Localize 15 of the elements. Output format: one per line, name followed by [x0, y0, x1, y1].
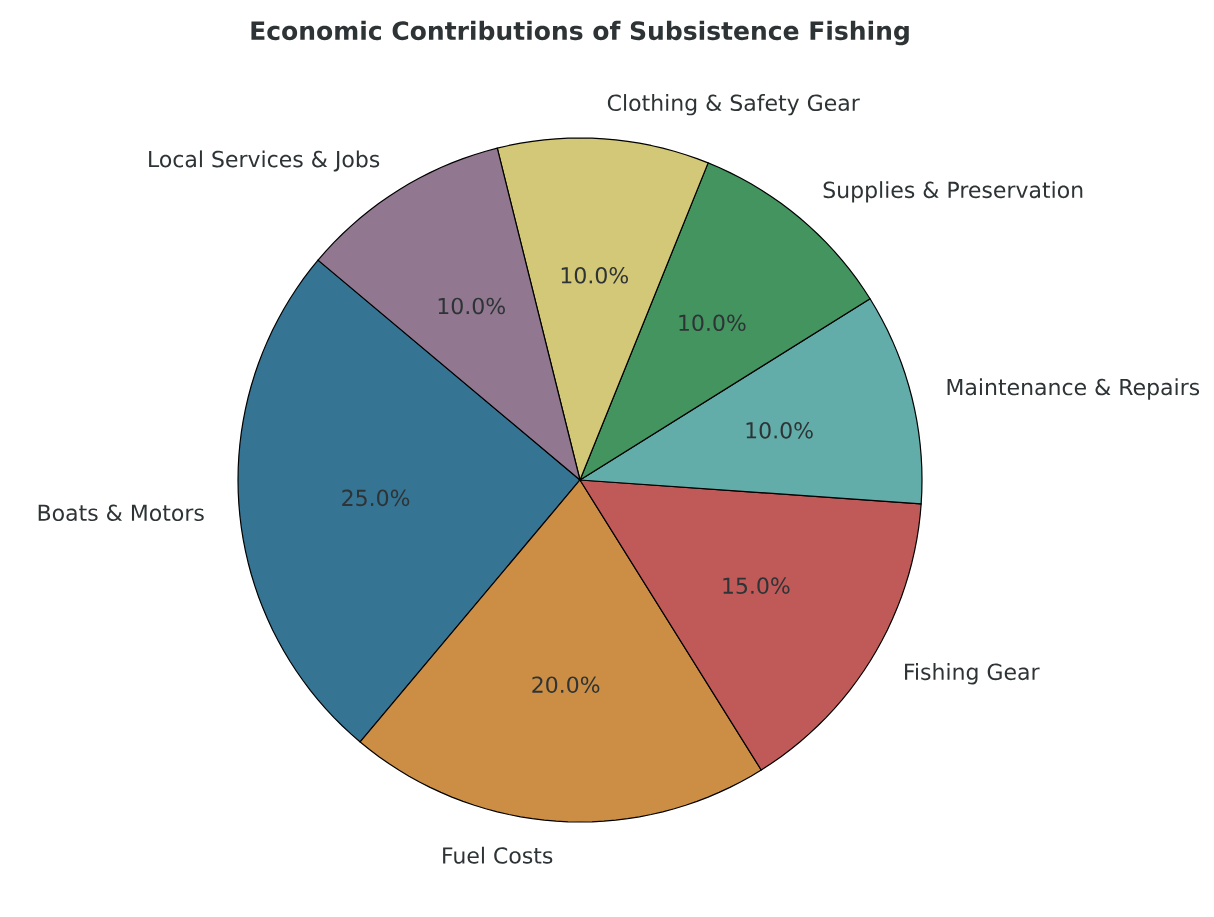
- slice-label: Maintenance & Repairs: [947, 378, 1200, 400]
- slice-label: Boats & Motors: [38, 504, 204, 522]
- data-label: 10.0%: [561, 266, 629, 284]
- data-label: 20.0%: [532, 676, 600, 694]
- data-label: 10.0%: [438, 297, 505, 315]
- slice-label: Supplies & Preservation: [823, 181, 1083, 203]
- data-label: 15.0%: [723, 577, 790, 594]
- data-label: 10.0%: [746, 422, 813, 439]
- slice-label: Fuel Costs: [443, 846, 553, 864]
- data-label: 10.0%: [679, 314, 746, 332]
- data-label: 25.0%: [342, 489, 410, 507]
- chart-title: Economic Contributions of Subsistence Fishing: [251, 20, 909, 46]
- slice-label: Clothing & Safety Gear: [607, 94, 860, 116]
- slice-label: Fishing Gear: [905, 663, 1040, 685]
- slice-label: Local Services & Jobs: [149, 150, 380, 172]
